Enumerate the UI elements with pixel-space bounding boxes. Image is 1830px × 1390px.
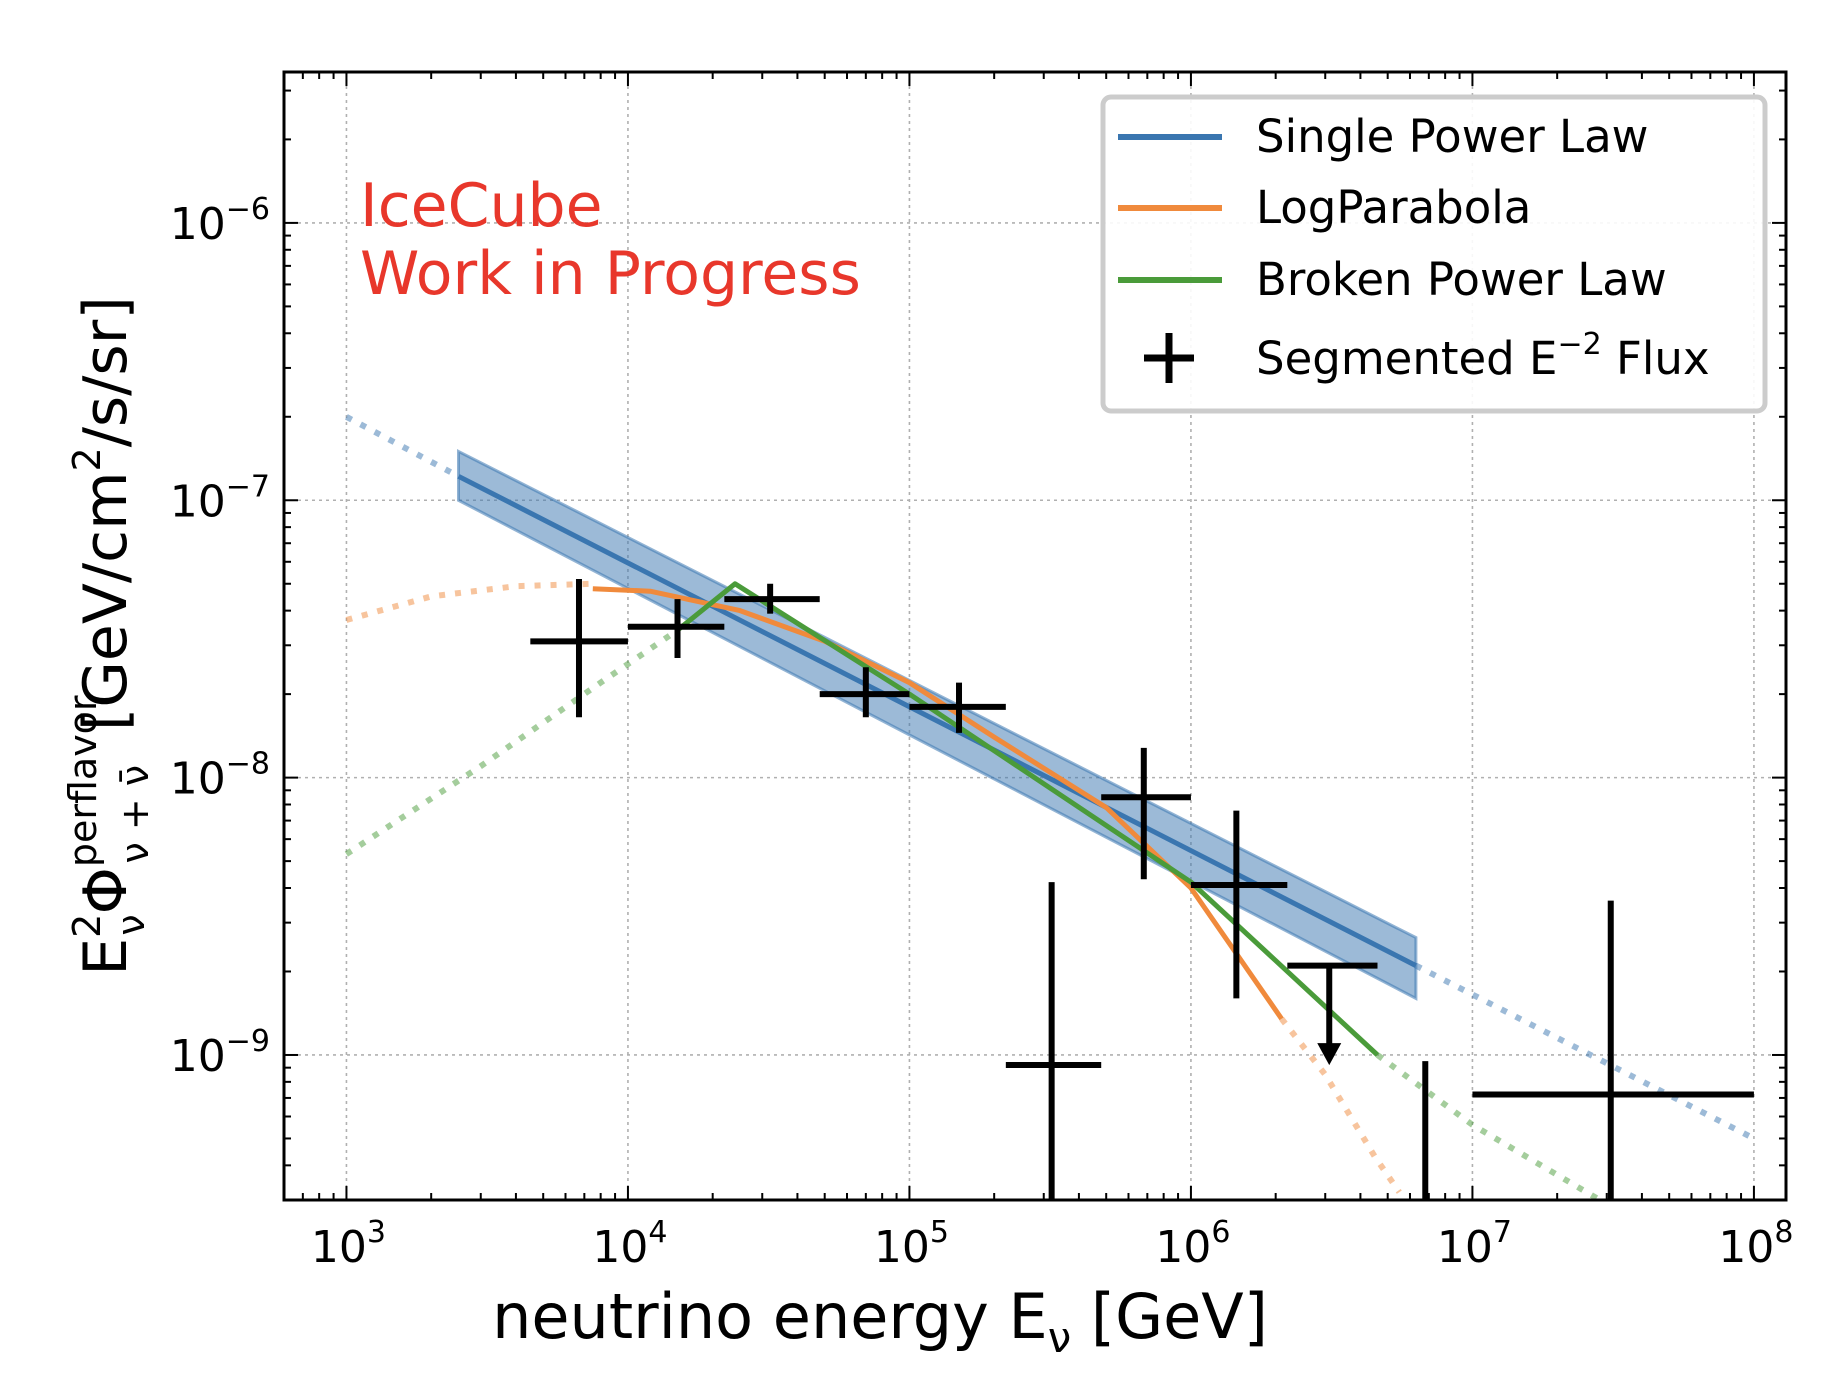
y-label-e: E [71,938,141,976]
logparabola-extrapolation-high [1279,1016,1402,1194]
legend-label-segmented-flux: Segmented E−2 Flux [1256,327,1710,385]
y-label-unit-a: [GeV/cm [71,471,141,731]
annotation-line-1: IceCube [360,171,603,241]
x-tick-label-2: 105 [874,1215,949,1273]
y-label-phi-sup: perflavor [61,695,105,867]
broken-power-law-extrapolation-low [344,627,680,857]
legend-label-single-power-law: Single Power Law [1256,110,1648,163]
y-label-e-sub: ν [109,914,153,935]
y-axis-label: E2νΦperflavor ν + ν̄[GeV/cm2/s/sr] [61,296,157,975]
x-axis-label-main: neutrino energy E [492,1280,1048,1353]
single-power-law-extrapolation-high [1414,962,1756,1142]
y-label-e-sup: 2 [65,914,109,938]
y-label-phi-sub: ν + ν̄ [113,765,157,863]
x-tick-label-1: 104 [592,1215,667,1273]
data-points [530,579,1754,1200]
logparabola-line [592,586,1284,1021]
y-label-unit-b: /s/sr] [71,296,141,447]
x-axis-label-unit: [GeV] [1091,1280,1268,1353]
x-axis-label: neutrino energy Eν [GeV] [492,1280,1268,1362]
single-power-law-uncertainty-band [457,448,1418,1001]
x-tick-label-3: 106 [1155,1215,1230,1273]
x-tick-label-4: 107 [1437,1215,1512,1273]
y-tick-label-0: 10−9 [170,1024,270,1082]
axis-ticks [283,72,1786,1201]
single-power-law-line [457,474,1418,968]
y-tick-label-1: 10−8 [170,747,270,805]
y-tick-label-3: 10−6 [170,192,270,250]
legend-swatch-segmented-flux [1144,333,1194,383]
tick-labels: 103 104 105 106 107 108 10−9 10−8 10−7 10−6 [170,192,1794,1273]
legend-label-segmented-flux-main: Segmented E [1256,332,1558,385]
broken-power-law-extrapolation-high [1375,1052,1606,1200]
y-label-unit-sup: 2 [65,447,109,471]
legend-label-segmented-flux-sup: −2 [1558,327,1602,362]
x-axis-label-sub: ν [1048,1313,1071,1362]
plot-frame [282,70,1788,1202]
x-tick-label-5: 108 [1718,1215,1793,1273]
legend-label-broken-power-law: Broken Power Law [1256,253,1667,306]
y-label-phi: Φ [71,867,141,914]
upper-limit-arrow-0 [1317,1043,1342,1066]
logparabola-extrapolation-low [345,580,593,623]
legend: Single Power Law LogParabola Broken Powe… [1100,94,1768,414]
legend-label-segmented-flux-tail: Flux [1602,332,1710,385]
single-power-law-extrapolation-low [344,414,460,479]
legend-label-logparabola: LogParabola [1256,181,1531,234]
legend-frame [1100,94,1768,414]
annotation-line-2: Work in Progress [360,239,861,309]
x-tick-label-0: 103 [311,1215,386,1273]
y-tick-label-2: 10−7 [170,469,270,527]
